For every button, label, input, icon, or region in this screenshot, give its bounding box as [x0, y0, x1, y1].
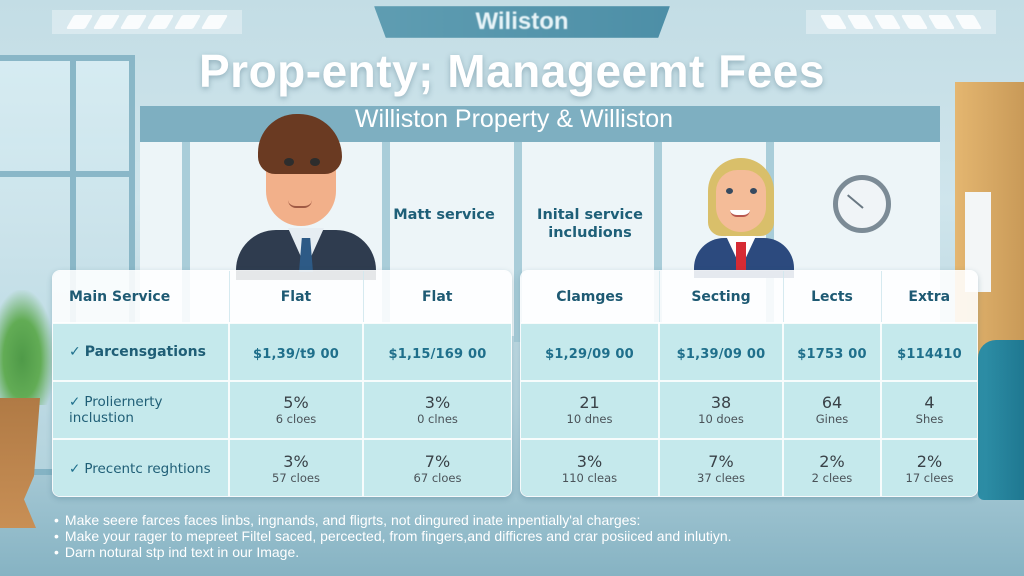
checkmark-icon: ✓	[69, 460, 81, 477]
note-item: Make your rager to mepreet Filtel saced,…	[54, 528, 834, 544]
stat-cell: 7% 37 clees	[659, 438, 784, 496]
wall-post	[382, 142, 390, 342]
ceiling-light-right	[806, 10, 996, 34]
price-cell: $1,29/09 00	[521, 322, 660, 381]
column-header: Flat	[363, 271, 511, 323]
note-item: Make seere farces faces linbs, ingnands,…	[54, 512, 834, 528]
checkmark-icon: ✓	[69, 394, 81, 410]
page-title: Prop-enty; Manageemt Fees	[199, 45, 825, 97]
table-row: ✓ Precentc reghtions 3% 57 cloes 7% 67 cloe…	[53, 438, 511, 496]
table-row: ✓ Proliernerty inclustion 5% 6 cloes 3% 0 c…	[53, 380, 511, 439]
row-label: ✓ Precentc reghtions	[53, 438, 230, 496]
table-row: 3% 110 cleas 7% 37 clees 2% 2 clees 2% 17 cl…	[521, 438, 977, 496]
stat-cell: 3% 110 cleas	[521, 438, 660, 496]
wall-post	[654, 142, 662, 342]
column-header: Secting	[659, 271, 784, 323]
plant-pot	[0, 398, 40, 528]
table-row: ✓ Parcensgations $1,39/t9 00 $1,15/169 00	[53, 322, 511, 381]
chair	[978, 340, 1024, 500]
table-header-row: Clamges Secting Lects Extra	[521, 271, 977, 323]
wall-clock-icon	[833, 175, 891, 233]
caption-initial-service: Inital service includions	[537, 207, 643, 241]
stat-cell: 21 10 dnes	[521, 380, 660, 439]
column-header: Clamges	[521, 271, 660, 323]
price-cell: $114410	[881, 322, 977, 381]
column-header: Extra	[881, 271, 977, 323]
column-header: Flat	[229, 271, 364, 323]
stat-cell: 3% 0 clnes	[363, 380, 511, 439]
woman-avatar	[690, 158, 800, 278]
page-subtitle: Williston Property & Williston	[354, 105, 674, 133]
stat-cell: 38 10 does	[659, 380, 784, 439]
price-cell: $1,39/09 00	[659, 322, 784, 381]
plant-icon	[0, 290, 55, 405]
table-header-row: Main Service Flat Flat	[53, 271, 511, 323]
stat-cell: 2% 2 clees	[783, 438, 882, 496]
column-header: Main Service	[53, 271, 230, 323]
stat-cell: 2% 17 clees	[881, 438, 977, 496]
notes-list: Make seere farces faces linbs, ingnands,…	[54, 512, 834, 560]
stat-cell: 7% 67 cloes	[363, 438, 511, 496]
row-label: ✓ Parcensgations	[53, 322, 230, 381]
price-cell: $1,15/169 00	[363, 322, 511, 381]
checkmark-icon: ✓	[69, 344, 81, 360]
table-row: $1,29/09 00 $1,39/09 00 $1753 00 $114410	[521, 322, 977, 381]
wall-post	[182, 142, 190, 342]
caption-matt-service: Matt service	[393, 207, 495, 223]
price-cell: $1,39/t9 00	[229, 322, 364, 381]
price-cell: $1753 00	[783, 322, 882, 381]
top-sign: Wiliston	[374, 6, 670, 38]
man-avatar	[236, 112, 386, 280]
stat-cell: 4 Shes	[881, 380, 977, 439]
ceiling-light-left	[52, 10, 242, 34]
stat-cell: 3% 57 cloes	[229, 438, 364, 496]
stat-cell: 5% 6 cloes	[229, 380, 364, 439]
fee-table-right: Clamges Secting Lects Extra $1,29/09 00 …	[520, 270, 978, 497]
column-header: Lects	[783, 271, 882, 323]
note-item: Darn notural stp ind text in our Image.	[54, 544, 834, 560]
table-row: 21 10 dnes 38 10 does 64 Gines 4 Shes	[521, 380, 977, 439]
row-label: ✓ Proliernerty inclustion	[53, 380, 230, 439]
wall-post	[514, 142, 522, 342]
fee-table-left: Main Service Flat Flat ✓ Parcensgations $…	[52, 270, 512, 497]
stat-cell: 64 Gines	[783, 380, 882, 439]
